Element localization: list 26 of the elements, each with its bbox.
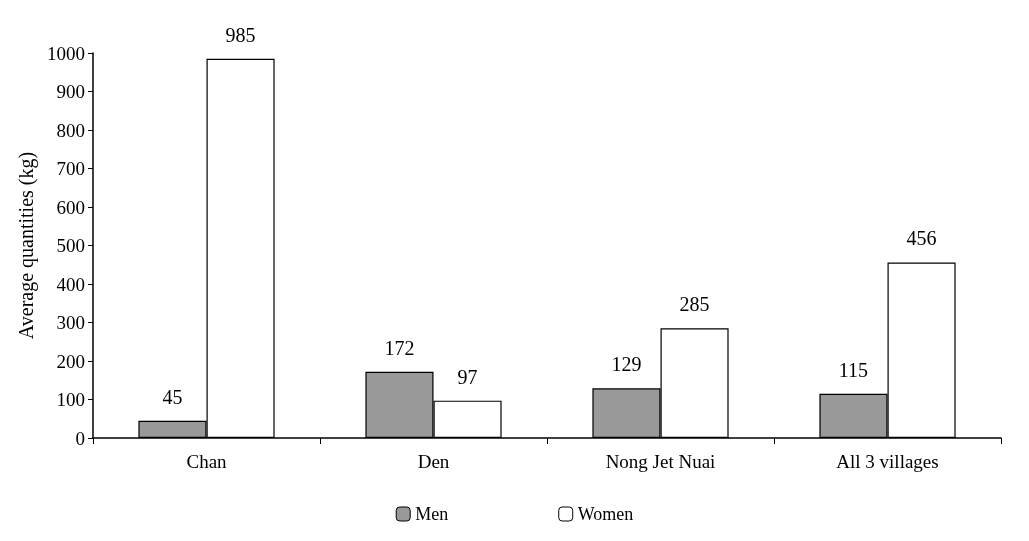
data-label: 172 <box>384 336 415 359</box>
y-tick-label: 700 <box>56 158 85 179</box>
data-label: 129 <box>611 353 642 376</box>
y-axis-title: Average quantities (kg) <box>15 151 39 340</box>
y-tick-label: 0 <box>75 427 85 449</box>
data-label: 45 <box>162 385 183 408</box>
y-tick-label: 500 <box>56 235 85 256</box>
y-tick-label: 400 <box>56 273 85 295</box>
data-label: 97 <box>457 365 478 388</box>
data-label: 985 <box>225 23 256 46</box>
data-label: 285 <box>679 293 710 316</box>
y-tick-label: 100 <box>56 389 85 410</box>
y-tick-label: 1000 <box>47 42 85 64</box>
data-label: 456 <box>906 227 937 250</box>
y-tick-label: 800 <box>56 119 85 141</box>
data-label: 115 <box>838 358 869 381</box>
x-tick-label: All 3 villages <box>836 451 939 472</box>
y-tick-label: 300 <box>56 312 85 333</box>
y-tick-label: 600 <box>56 196 85 218</box>
x-tick-label: Nong Jet Nuai <box>605 451 716 472</box>
legend-label: Men <box>415 504 449 524</box>
x-tick-label: Den <box>417 451 450 472</box>
y-tick-label: 900 <box>56 81 85 102</box>
legend-label: Women <box>577 504 634 524</box>
x-tick-label: Chan <box>186 451 228 472</box>
y-tick-label: 200 <box>56 350 85 372</box>
